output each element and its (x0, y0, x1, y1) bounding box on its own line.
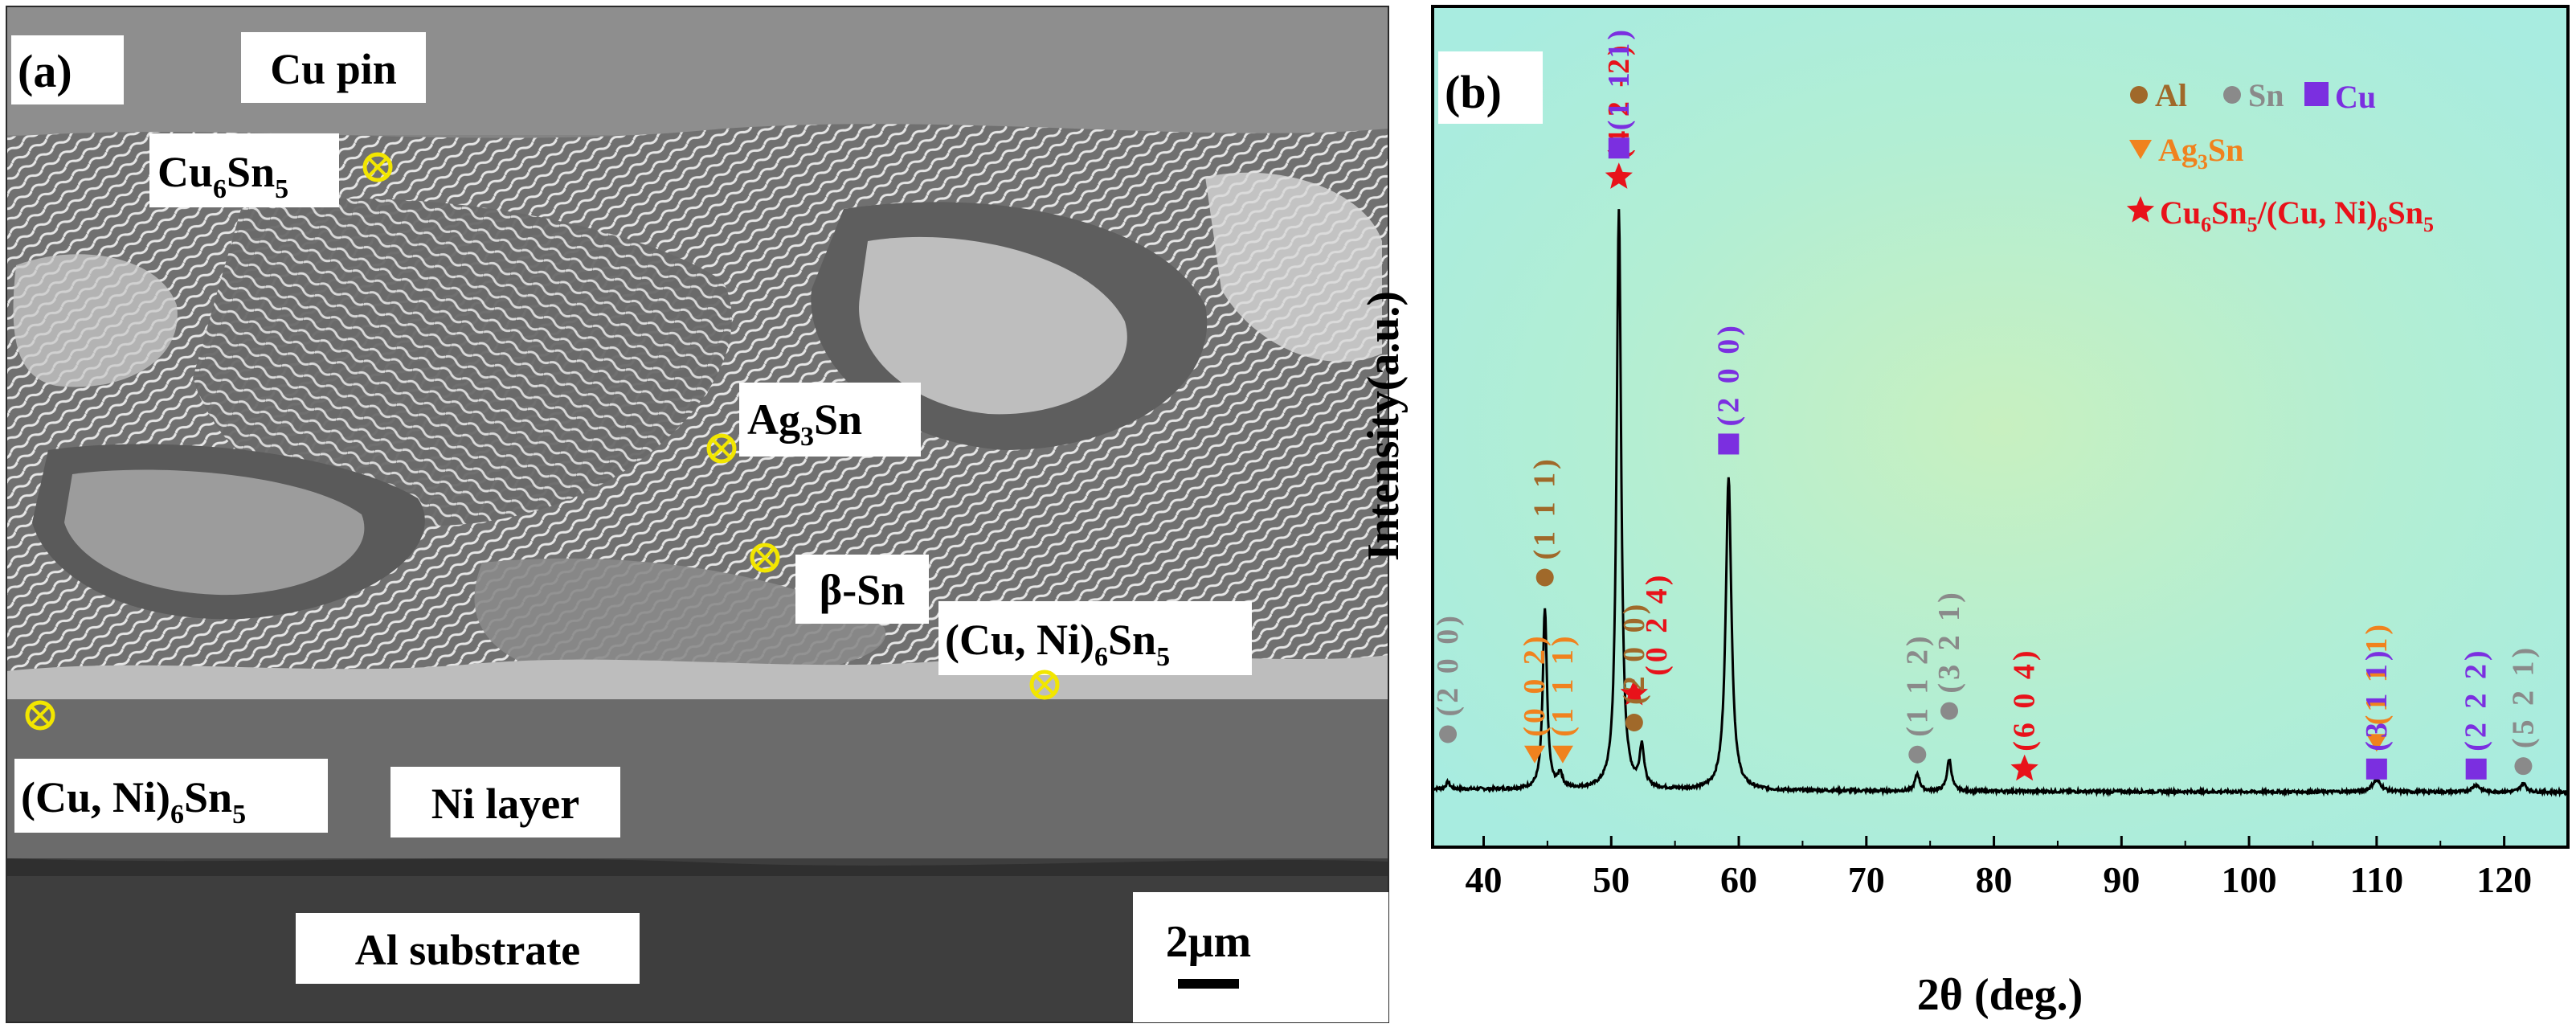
cuni6sn5-left-label-bg (14, 759, 328, 833)
marker-ag3sn (2365, 734, 2387, 752)
marker-cu (2365, 758, 2387, 780)
legend-imc: Cu6Sn5/(Cu, Ni)6Sn5 (2160, 195, 2434, 236)
label-beta-sn: β-Sn (820, 566, 906, 614)
legend-imc-icon (2126, 196, 2155, 223)
hkl-label: (3 2 1) (1932, 589, 1966, 693)
x-tick-label: 120 (2476, 859, 2532, 900)
legend: Al Sn Cu Ag3Sn Cu6Sn5/(Cu, Ni)6Sn5 (2126, 77, 2434, 236)
x-tick-label: 40 (1466, 859, 1503, 900)
marker-al (1535, 568, 1554, 587)
marker-ag3sn (706, 433, 737, 464)
panel-b-tag-bg (1438, 51, 1543, 124)
hkl-label: (0 2 4) (1640, 572, 1674, 676)
scale-bar (1178, 979, 1239, 989)
hkl-label: (0 0 2) (1518, 633, 1552, 736)
hkl-label: (3 1 1) (2360, 647, 2394, 751)
marker-cuni6sn5-left (25, 700, 55, 731)
hkl-label: (2 0 0) (1431, 612, 1465, 716)
hkl-label: (1 1 1) (1602, 27, 1636, 130)
marker-imc (2010, 754, 2038, 781)
marker-sn (2514, 757, 2533, 776)
x-tick-label: 90 (2103, 859, 2140, 900)
marker-cu (1608, 137, 1629, 159)
ni-layer-label-bg (390, 767, 620, 837)
legend-al: Al (2155, 77, 2187, 113)
label-cuni6sn5-left: (Cu, Ni)6Sn5 (21, 773, 246, 829)
legend-ag3sn-icon (2129, 140, 2152, 159)
hkl-label: (1 1 1) (2360, 621, 2394, 725)
marker-cu (2465, 758, 2487, 780)
marker-beta-sn (750, 543, 780, 573)
marker-al (1625, 714, 1643, 732)
hkl-label: (1 1 1) (1546, 633, 1580, 736)
hkl-label: (2 2 2) (2459, 647, 2493, 751)
hkl-label: (2 0 0) (1711, 322, 1745, 426)
marker-cuni6sn5-right (1029, 670, 1060, 700)
marker-sn (1940, 702, 1958, 720)
panel-a: (a) Cu pin Cu6Sn5 Ag3Sn β-Sn (Cu, Ni)6Sn… (6, 6, 1389, 1023)
marker-ag3sn (1552, 745, 1573, 764)
hkl-label: (5 2 1) (2506, 645, 2540, 748)
legend-al-icon (2130, 86, 2148, 104)
al-substrate-label-bg (296, 913, 640, 984)
x-tick-label: 70 (1848, 859, 1885, 900)
cu-pin-label-bg (241, 32, 426, 103)
legend-cu: Cu (2335, 79, 2376, 115)
phase-markers: (2 0 0)(1 1 1)(0 0 2)(1 1 1)(4 2 -2)(1 1… (1431, 27, 2540, 781)
beta-sn-label-bg (795, 555, 929, 624)
scale-bar-label: 2μm (1166, 917, 1251, 967)
legend-sn: Sn (2248, 77, 2284, 113)
y-axis-label: Intensity(a.u.) (1359, 291, 1409, 561)
label-al-substrate: Al substrate (355, 926, 581, 974)
marker-cu6sn5 (362, 152, 393, 182)
marker-imc (1605, 162, 1633, 189)
label-cuni6sn5-right: (Cu, Ni)6Sn5 (945, 616, 1170, 672)
label-cu6sn5: Cu6Sn5 (157, 148, 288, 204)
x-tick-label: 50 (1593, 859, 1629, 900)
xrd-pattern-line (1432, 209, 2570, 798)
cuni6sn5-right-label-bg (938, 601, 1252, 675)
legend-ag3sn: Ag3Sn (2158, 132, 2243, 174)
scale-bar-bg (1133, 892, 1388, 1022)
x-tick-label: 110 (2350, 859, 2403, 900)
panel-b-tag: (b) (1445, 66, 1502, 118)
marker-ag3sn (1524, 745, 1546, 764)
ag3sn-label-bg (739, 383, 921, 457)
hkl-label: (1 1 1) (1528, 456, 1562, 559)
hkl-label: (6 0 4) (2008, 647, 2042, 751)
x-axis-label: 2θ (deg.) (1917, 970, 2083, 1020)
panel-a-tag: (a) (18, 45, 72, 97)
x-tick-label: 80 (1976, 859, 2013, 900)
marker-imc (1620, 678, 1648, 706)
legend-cu-icon (2304, 82, 2329, 106)
x-axis: 40 50 60 70 80 90 100 110 120 (1466, 836, 2569, 900)
x-tick-label: 60 (1720, 859, 1757, 900)
x-tick-label: 100 (2222, 859, 2277, 900)
panel-a-tag-bg (11, 35, 124, 104)
cu6sn5-label-bg (149, 133, 339, 207)
label-ag3sn: Ag3Sn (747, 395, 862, 452)
label-cu-pin: Cu pin (270, 45, 397, 93)
marker-cu (1718, 433, 1740, 455)
panel-b: (b) 2θ (deg.) Intensity(a.u.) 40 50 60 70 80… (1359, 5, 2570, 1024)
legend-sn-icon (2223, 86, 2241, 104)
hkl-label: (2 0 0) (1617, 601, 1651, 705)
label-ni-layer: Ni layer (431, 780, 579, 828)
hkl-label: (1 1 2) (1900, 633, 1934, 736)
marker-sn (1439, 725, 1458, 743)
marker-sn (1908, 745, 1927, 764)
